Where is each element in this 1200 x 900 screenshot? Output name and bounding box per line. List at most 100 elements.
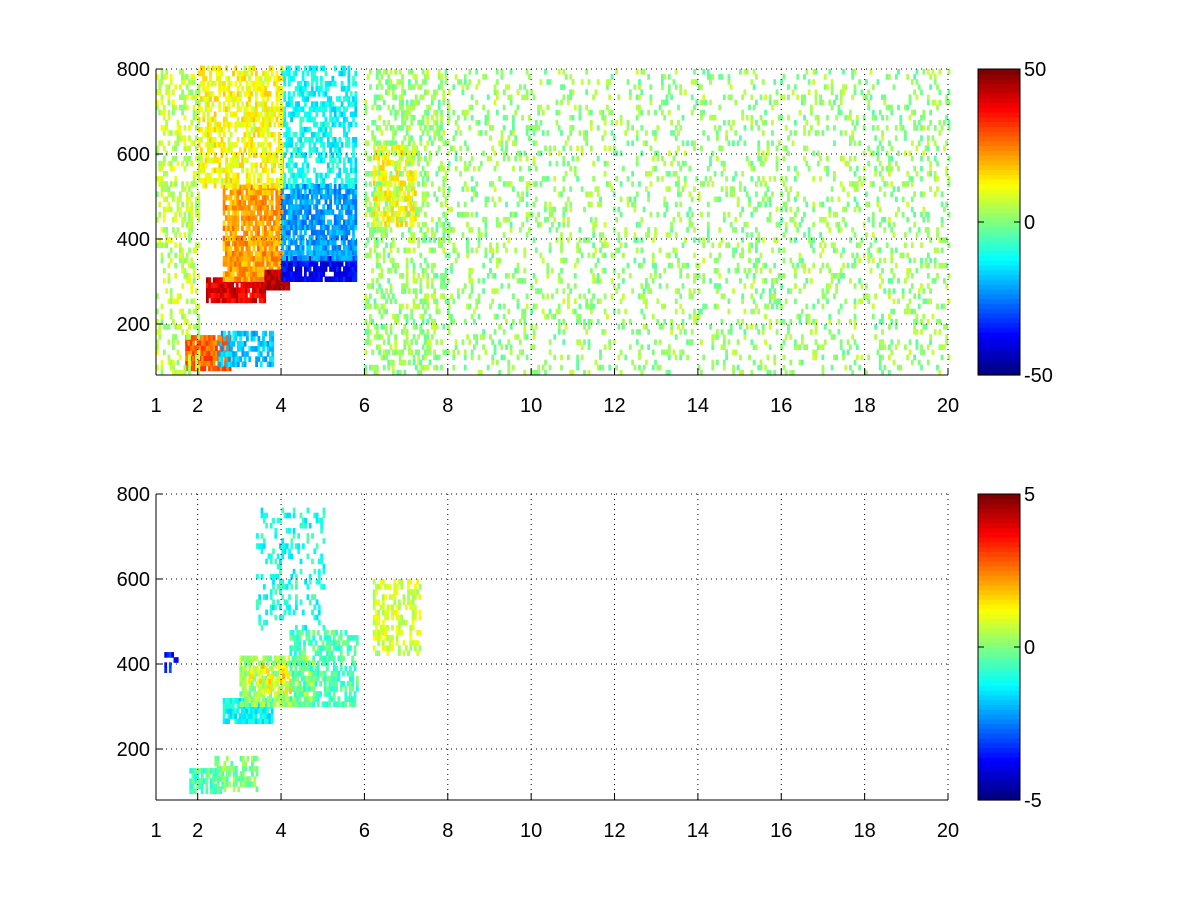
heatmap-cell [428, 104, 432, 111]
heatmap-cell [366, 140, 370, 146]
heatmap-cell [287, 229, 291, 236]
heatmap-cell [447, 237, 451, 243]
heatmap-cell [571, 114, 575, 121]
heatmap-cell [278, 274, 281, 281]
heatmap-cell [218, 142, 222, 148]
heatmap-cell [270, 210, 274, 216]
heatmap-cell [417, 222, 420, 228]
heatmap-cell [352, 276, 355, 282]
heatmap-cell [310, 239, 314, 246]
heatmap-cell [183, 145, 187, 152]
heatmap-cell [281, 245, 284, 251]
heatmap-cell [340, 261, 344, 267]
heatmap-cell [277, 131, 281, 138]
heatmap-cell [700, 339, 703, 345]
heatmap-cell [470, 104, 474, 111]
heatmap-cell [349, 266, 353, 272]
heatmap-cell [238, 235, 242, 242]
heatmap-cell [532, 369, 536, 376]
heatmap-cell [571, 79, 575, 85]
heatmap-cell [378, 349, 381, 356]
heatmap-cell [247, 245, 251, 252]
heatmap-cell [202, 182, 206, 189]
heatmap-cell [206, 297, 209, 304]
heatmap-cell [347, 75, 351, 82]
heatmap-cell [336, 188, 339, 195]
heatmap-cell [375, 154, 378, 161]
heatmap-cell [178, 84, 182, 90]
heatmap-cell [222, 121, 226, 128]
heatmap-cell [725, 278, 728, 284]
heatmap-cell [169, 191, 173, 197]
heatmap-cell [256, 282, 260, 288]
heatmap-cell [238, 261, 242, 267]
heatmap-cell [622, 278, 625, 284]
heatmap-cell [273, 250, 276, 257]
heatmap-cell [257, 235, 260, 242]
heatmap-cell [174, 242, 178, 248]
heatmap-cell [576, 247, 579, 254]
heatmap-cell [315, 157, 319, 163]
heatmap-cell [204, 157, 208, 163]
heatmap-cell [391, 369, 395, 376]
heatmap-cell [206, 142, 210, 148]
heatmap-cell [181, 283, 184, 289]
heatmap-cell [394, 69, 397, 75]
heatmap-cell [447, 89, 451, 95]
heatmap-cell [569, 186, 573, 192]
heatmap-cell [275, 80, 279, 87]
heatmap-cell [594, 359, 598, 366]
heatmap-cell [212, 287, 216, 293]
heatmap-cell [192, 74, 196, 80]
heatmap-cell [172, 109, 175, 116]
heatmap-cell [310, 276, 314, 282]
heatmap-cell [273, 210, 276, 216]
heatmap-cell [412, 267, 416, 274]
heatmap-cell [248, 75, 251, 82]
heatmap-cell [268, 210, 272, 216]
heatmap-cell [391, 135, 395, 141]
heatmap-cell [236, 101, 240, 107]
heatmap-cell [645, 303, 648, 310]
heatmap-cell [452, 109, 456, 116]
heatmap-cell [557, 69, 561, 75]
heatmap-cell [221, 365, 225, 372]
heatmap-cell [354, 255, 358, 261]
heatmap-cell [532, 303, 536, 310]
heatmap-cell [532, 140, 536, 146]
heatmap-cell [294, 106, 298, 112]
heatmap-cell [386, 180, 390, 186]
heatmap-cell [411, 149, 415, 156]
heatmap-cell [275, 86, 279, 92]
heatmap-cell [250, 106, 254, 112]
heatmap-cell [285, 219, 289, 226]
heatmap-cell [389, 329, 393, 335]
heatmap-cell [495, 69, 499, 75]
heatmap-cell [273, 137, 277, 143]
heatmap-cell [475, 298, 479, 305]
heatmap-cell [551, 211, 554, 218]
heatmap-cell [275, 240, 279, 247]
heatmap-cell [387, 293, 391, 299]
heatmap-cell [340, 86, 344, 92]
heatmap-cell [234, 351, 238, 357]
heatmap-cell [297, 261, 300, 267]
heatmap-cell [213, 96, 217, 102]
heatmap-cell [484, 216, 488, 223]
heatmap-cell [257, 205, 260, 211]
heatmap-cell [247, 282, 251, 288]
heatmap-cell [564, 201, 568, 208]
heatmap-cell [654, 232, 657, 238]
heatmap-cell [301, 255, 305, 261]
heatmap-cell [210, 360, 214, 367]
heatmap-cell [287, 271, 291, 277]
heatmap-cell [299, 261, 303, 267]
heatmap-cell [234, 256, 237, 262]
heatmap-cell [243, 194, 247, 201]
heatmap-cell [457, 201, 460, 208]
heatmap-cell [512, 165, 515, 172]
heatmap-cell [608, 364, 612, 371]
heatmap-cell [447, 99, 450, 106]
heatmap-cell [172, 216, 175, 223]
heatmap-cell [539, 79, 543, 85]
